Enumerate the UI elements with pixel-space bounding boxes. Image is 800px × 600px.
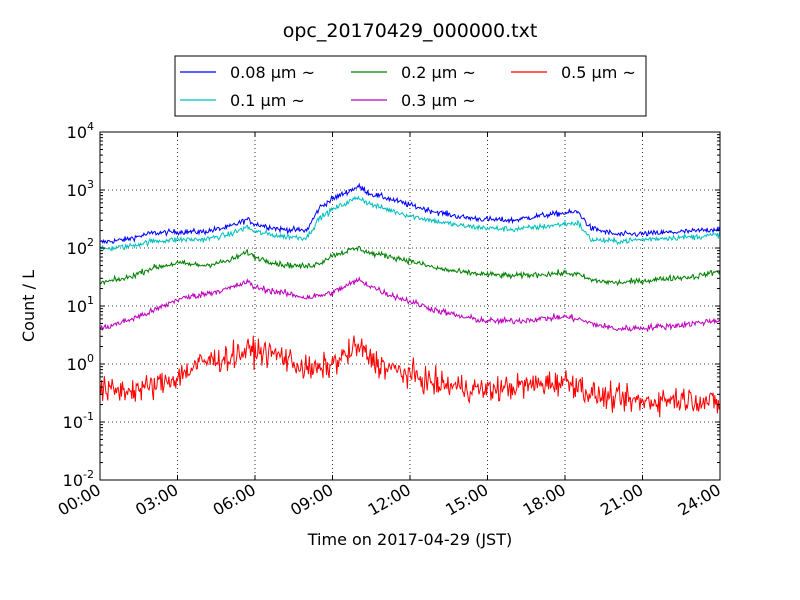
series-line-1 [99,195,721,252]
y-tick-label: 100 [67,352,94,374]
x-tick-label: 18:00 [520,480,569,520]
x-tick-label: 03:00 [132,480,181,520]
chart-title: opc_20170429_000000.txt [283,20,538,42]
x-tick-label: 06:00 [210,480,259,520]
x-tick-label: 12:00 [365,480,414,520]
y-tick-label: 103 [67,178,94,200]
legend-label-0: 0.08 μm ~ [230,63,315,82]
series-line-3 [99,276,721,333]
y-tick-label: 10-1 [63,410,94,432]
y-tick-label: 101 [67,294,94,316]
legend-label-1: 0.1 μm ~ [230,91,305,110]
series-line-4 [99,335,721,418]
legend: 0.08 μm ~ 0.1 μm ~ 0.2 μm ~ 0.3 μm ~ 0.5 μm … [174,55,647,117]
x-axis-label: Time on 2017-04-29 (JST) [307,530,512,549]
x-tick-label: 09:00 [287,480,336,520]
x-tick-label: 24:00 [675,480,724,520]
y-axis: 10-2 10-1 100 101 102 103 104 [63,120,720,490]
series-line-2 [99,245,721,287]
y-axis-label: Count / L [19,270,38,342]
x-tick-label: 15:00 [442,480,491,520]
legend-box [174,55,647,117]
grid [100,132,720,480]
legend-label-2: 0.2 μm ~ [401,63,476,82]
legend-label-4: 0.5 μm ~ [561,63,636,82]
y-tick-label: 104 [67,120,94,142]
x-tick-label: 21:00 [597,480,646,520]
series-group [99,182,721,418]
series-line-0 [99,182,721,245]
y-tick-label: 102 [67,236,94,258]
y-tick-label: 10-2 [63,468,94,490]
legend-label-3: 0.3 μm ~ [401,91,476,110]
